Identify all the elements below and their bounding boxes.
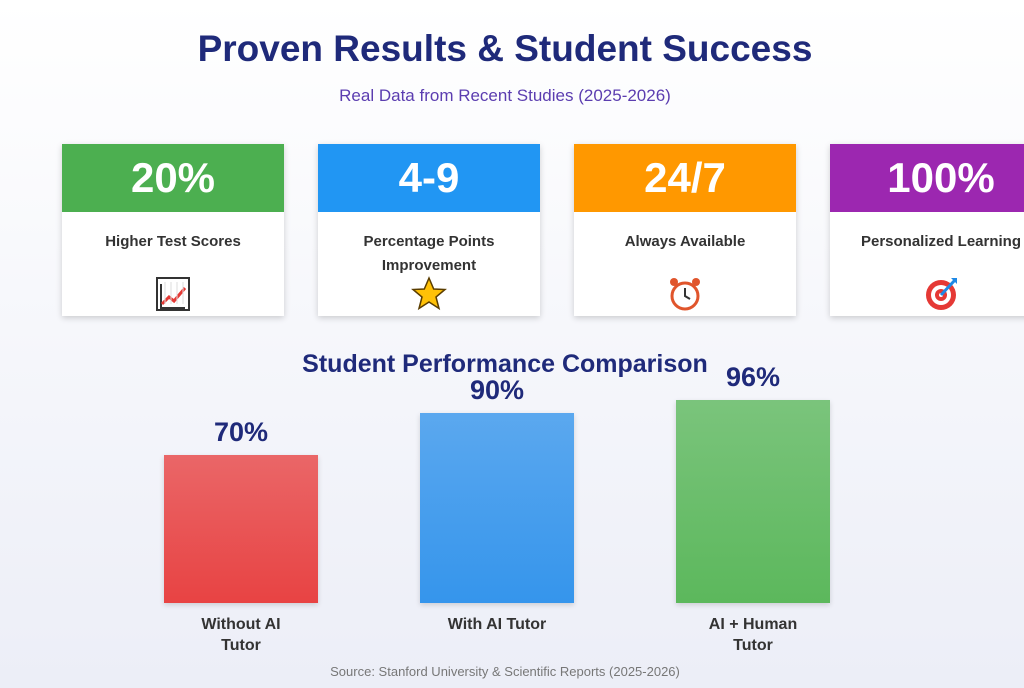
bar xyxy=(676,399,830,603)
stat-label: Higher Test Scores xyxy=(105,233,241,250)
chart-title: Student Performance Comparison xyxy=(302,350,708,378)
stat-value: 24/7 xyxy=(574,144,796,212)
stat-card: 100% Personalized Learning xyxy=(830,144,1024,316)
subtitle: Real Data from Recent Studies (2025-2026… xyxy=(339,86,671,105)
bar xyxy=(164,454,318,603)
x-tick-label: With AI Tutor xyxy=(447,616,547,633)
value-label: 70% xyxy=(213,416,269,447)
stat-icon xyxy=(926,278,957,310)
x-tick-label: Without AI Tutor xyxy=(201,616,281,654)
stat-label: Percentage Points Improvement xyxy=(363,233,495,274)
bar xyxy=(420,412,574,603)
source: Source: Stanford University & Scientific… xyxy=(330,664,680,679)
stat-card: 20% Higher Test Scores xyxy=(62,144,284,316)
value-label: 90% xyxy=(469,374,525,405)
stat-card: 24/7 Always Available xyxy=(574,144,796,316)
stat-value: 4-9 xyxy=(318,144,540,212)
value-label: 96% xyxy=(725,361,781,392)
stat-icon xyxy=(411,276,447,311)
stat-label: Always Available xyxy=(624,233,746,250)
x-tick-label: AI + Human Tutor xyxy=(708,616,798,654)
stat-label: Personalized Learning xyxy=(860,233,1022,250)
stat-icon xyxy=(156,277,190,311)
stat-value: 100% xyxy=(830,144,1024,212)
stat-card: 4-9 Percentage Points Improvement xyxy=(318,144,540,316)
stat-value: 20% xyxy=(62,144,284,212)
title: Proven Results & Student Success xyxy=(197,28,813,69)
stat-icon xyxy=(670,278,700,311)
